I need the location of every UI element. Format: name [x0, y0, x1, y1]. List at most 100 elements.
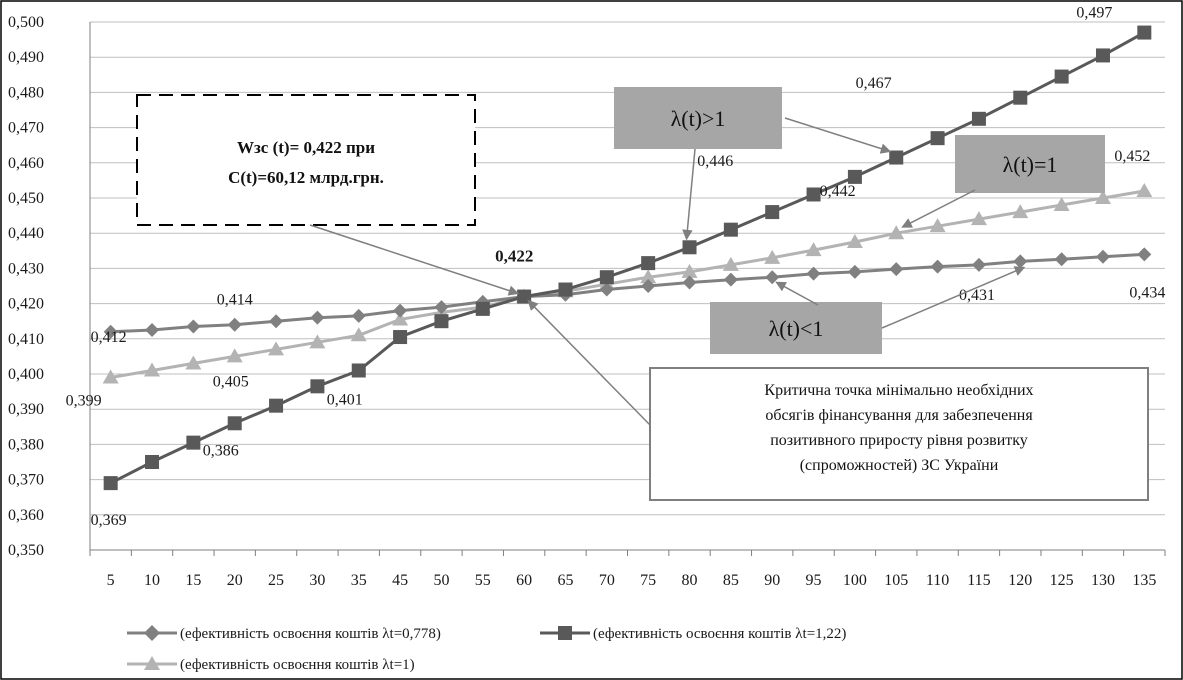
triangle-point: [888, 225, 905, 240]
x-tick-label: 120: [1008, 572, 1032, 589]
annotation-arrow: [682, 148, 696, 241]
data-label: 0,446: [697, 153, 733, 170]
legend-triangle-marker: [144, 656, 160, 670]
data-label: 0,431: [959, 287, 995, 304]
diamond-point: [930, 259, 945, 274]
triangle-point: [226, 348, 243, 363]
square-point: [599, 270, 614, 285]
square-point: [1054, 69, 1069, 84]
annotation-arrow: [775, 281, 819, 306]
annotation-arrow: [309, 224, 520, 296]
data-label: 0,467: [856, 75, 892, 92]
square-point: [847, 169, 862, 184]
square-point: [930, 131, 945, 146]
x-tick-label: 105: [884, 572, 908, 589]
x-tick-label: 135: [1132, 572, 1156, 589]
square-point: [682, 240, 697, 255]
y-tick-label: 0,460: [8, 155, 44, 172]
annotation-arrow: [527, 299, 651, 426]
diamond-point: [599, 282, 614, 297]
data-label: 0,434: [1129, 284, 1165, 301]
square-point: [1137, 25, 1152, 40]
y-tick-label: 0,360: [8, 507, 44, 524]
diamond-point: [765, 270, 780, 285]
data-label: 0,442: [820, 183, 856, 200]
triangle-point: [144, 362, 161, 377]
square-point: [351, 363, 366, 378]
diamond-point: [1095, 249, 1110, 264]
x-tick-label: 30: [309, 572, 325, 589]
x-tick-label: 85: [723, 572, 739, 589]
diamond-point: [227, 317, 242, 332]
y-tick-label: 0,480: [8, 84, 44, 101]
annotation-arrows: [309, 117, 1026, 426]
diamond-point: [1137, 247, 1152, 262]
y-tick-label: 0,430: [8, 260, 44, 277]
diamond-point: [806, 266, 821, 281]
diamond-point: [1013, 254, 1028, 269]
triangle-point: [185, 355, 202, 370]
lambda-lt-label: λ(t)<1: [769, 316, 824, 341]
critical-point-line-1: Критична точка мінімально необхідних: [764, 382, 1033, 399]
y-tick-label: 0,410: [8, 331, 44, 348]
formula-line-1: Wзс (t)= 0,422 при: [237, 138, 375, 157]
critical-point-line-2: обсягів фінансування для забезпечення: [765, 407, 1033, 424]
triangle-point: [309, 334, 326, 349]
x-tick-label: 80: [682, 572, 698, 589]
x-tick-label: 95: [806, 572, 822, 589]
x-tick-label: 60: [516, 572, 532, 589]
axes: 0,350 0,360 0,370 0,380 0,390 0,400 0,410 0,420…: [8, 14, 1166, 589]
diamond-point: [1054, 252, 1069, 267]
x-tick-label: 35: [351, 572, 367, 589]
diamond-point: [310, 310, 325, 325]
triangle-point: [846, 234, 863, 248]
y-tick-label: 0,390: [8, 401, 44, 418]
data-label: 0,452: [1114, 148, 1150, 165]
diamond-point: [641, 279, 656, 293]
critical-point-box: [649, 367, 1149, 501]
square-point: [641, 256, 656, 271]
formula-line-2: C(t)=60,12 млрд.грн.: [228, 168, 384, 187]
triangle-point: [1094, 190, 1111, 204]
data-label: 0,405: [213, 373, 249, 390]
intersection-label: 0,422: [495, 247, 533, 266]
legend-square-marker: [558, 626, 572, 640]
x-tick-label: 110: [926, 572, 949, 589]
data-label: 0,401: [327, 391, 363, 408]
diamond-point: [847, 264, 862, 279]
annotation-arrow: [784, 117, 892, 154]
triangle-point: [681, 263, 698, 278]
diamond-point: [145, 323, 160, 337]
x-tick-label: 130: [1091, 572, 1115, 589]
x-tick-label: 10: [144, 572, 160, 589]
x-tick-label: 50: [433, 572, 449, 589]
lambda-gt-box: [614, 87, 782, 149]
diamond-point: [351, 308, 366, 323]
square-point: [434, 314, 449, 329]
x-tick-label: 45: [392, 572, 408, 589]
x-tick-label: 55: [475, 572, 491, 589]
annotation-arrow: [881, 266, 1026, 329]
square-point: [475, 301, 490, 316]
y-tick-label: 0,350: [8, 542, 44, 559]
data-label: 0,369: [91, 512, 127, 529]
triangle-point: [102, 369, 119, 384]
y-tick-label: 0,440: [8, 225, 44, 242]
triangle-point: [1136, 182, 1153, 197]
x-tick-label: 75: [640, 572, 656, 589]
data-labels: 0,412 0,414 0,431 0,434 0,369 0,386 0,401 0,446…: [66, 5, 1166, 530]
x-tick-label: 20: [227, 572, 243, 589]
data-label: 0,399: [66, 393, 102, 410]
legend-label-0: (ефективність освоєння коштів λt=0,778): [180, 626, 441, 642]
square-point: [1095, 48, 1110, 63]
lambda-eq-box: [955, 135, 1105, 193]
square-point: [186, 435, 201, 450]
square-point: [269, 398, 284, 413]
y-tick-label: 0,380: [8, 436, 44, 453]
triangle-point: [640, 269, 657, 284]
data-label: 0,386: [203, 442, 239, 459]
x-tick-label: 100: [843, 572, 867, 589]
y-tick-label: 0,490: [8, 49, 44, 66]
data-label: 0,414: [217, 292, 253, 309]
